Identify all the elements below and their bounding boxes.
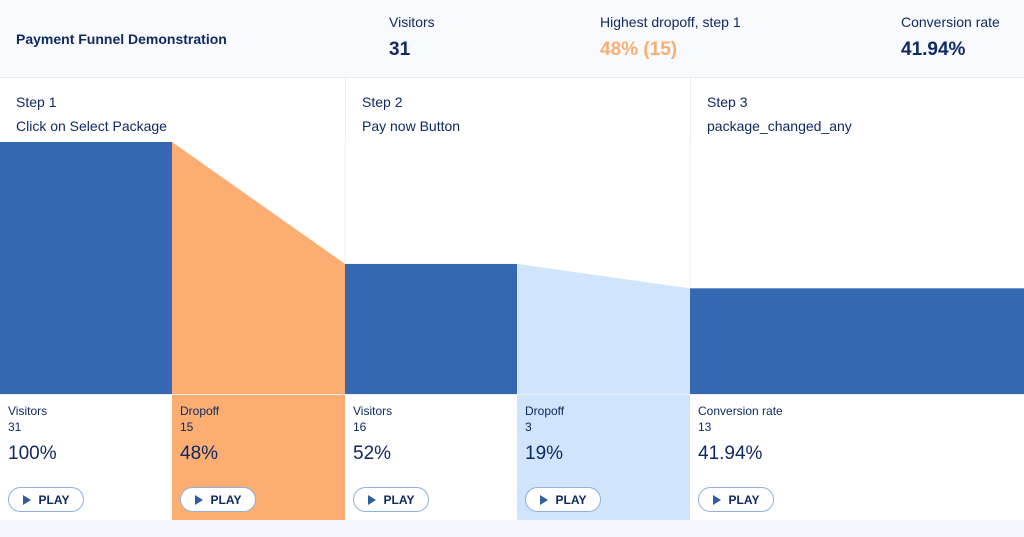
- card-percent: 100%: [8, 443, 57, 464]
- funnel-dropoff-step-1: [172, 142, 345, 394]
- play-button[interactable]: PLAY: [698, 487, 774, 512]
- funnel-chart: [0, 142, 1024, 394]
- stat-highest-dropoff-value: 48% (15): [600, 39, 678, 60]
- play-button[interactable]: PLAY: [180, 487, 256, 512]
- card-step-2-dropoff: Dropoff 3 19% PLAY: [517, 395, 690, 521]
- play-label: PLAY: [728, 492, 760, 507]
- stat-visitors-label: Visitors: [389, 14, 435, 30]
- step-name: Click on Select Package: [16, 118, 167, 134]
- step-name: package_changed_any: [707, 118, 852, 134]
- play-label: PLAY: [383, 492, 415, 507]
- play-icon: [22, 494, 31, 505]
- card-count: 13: [698, 420, 712, 434]
- stat-visitors-value: 31: [389, 39, 411, 60]
- step-number: Step 2: [362, 94, 403, 110]
- card-step-1-visitors: Visitors 31 100% PLAY: [0, 395, 172, 521]
- play-button[interactable]: PLAY: [8, 487, 84, 512]
- card-count: 31: [8, 420, 22, 434]
- stat-conversion-rate: Conversion rate 41.94%: [901, 14, 1000, 61]
- funnel-header: Payment Funnel Demonstration Visitors 31…: [0, 0, 1024, 78]
- card-percent: 52%: [353, 443, 392, 464]
- funnel-bar-step-3: [690, 288, 1024, 394]
- card-label: Conversion rate: [698, 404, 783, 418]
- play-label: PLAY: [38, 492, 70, 507]
- step-header-3: Step 3 package_changed_any: [690, 78, 1024, 142]
- play-button[interactable]: PLAY: [525, 487, 601, 512]
- step-header-1: Step 1 Click on Select Package: [0, 78, 345, 142]
- card-percent: 48%: [180, 443, 219, 464]
- play-label: PLAY: [555, 492, 587, 507]
- play-icon: [712, 494, 721, 505]
- play-icon: [539, 494, 548, 505]
- card-label: Dropoff: [180, 404, 220, 418]
- step-number: Step 3: [707, 94, 748, 110]
- step-header-2: Step 2 Pay now Button: [345, 78, 690, 142]
- card-count: 3: [525, 420, 532, 434]
- stat-conversion-rate-value: 41.94%: [901, 39, 966, 60]
- funnel-bar-step-1: [0, 142, 172, 394]
- card-step-1-dropoff: Dropoff 15 48% PLAY: [172, 395, 345, 521]
- step-name: Pay now Button: [362, 118, 461, 134]
- play-icon: [194, 494, 203, 505]
- stat-highest-dropoff-label: Highest dropoff, step 1: [600, 14, 741, 30]
- stat-conversion-rate-label: Conversion rate: [901, 14, 1000, 30]
- card-count: 16: [353, 420, 367, 434]
- step-headers: Step 1 Click on Select Package Step 2 Pa…: [0, 78, 1024, 142]
- page-title: Payment Funnel Demonstration: [16, 31, 227, 47]
- funnel-chart-svg: [0, 142, 1024, 394]
- card-count: 15: [180, 420, 194, 434]
- stat-visitors: Visitors 31: [389, 14, 435, 61]
- play-button[interactable]: PLAY: [353, 487, 429, 512]
- funnel-bar-step-2: [345, 263, 517, 394]
- card-label: Visitors: [353, 404, 393, 418]
- card-percent: 19%: [525, 443, 564, 464]
- funnel-cards: Visitors 31 100% PLAY Dropoff 15 48% PLA…: [0, 394, 1024, 521]
- step-number: Step 1: [16, 94, 57, 110]
- play-label: PLAY: [210, 492, 242, 507]
- funnel-dropoff-step-2: [517, 263, 690, 394]
- card-label: Dropoff: [525, 404, 565, 418]
- page-footer: [0, 520, 1024, 537]
- card-step-2-visitors: Visitors 16 52% PLAY: [345, 395, 517, 521]
- card-percent: 41.94%: [698, 443, 763, 464]
- stat-highest-dropoff: Highest dropoff, step 1 48% (15): [600, 14, 741, 61]
- card-step-3-conversion: Conversion rate 13 41.94% PLAY: [690, 395, 1024, 521]
- play-icon: [367, 494, 376, 505]
- card-label: Visitors: [8, 404, 48, 418]
